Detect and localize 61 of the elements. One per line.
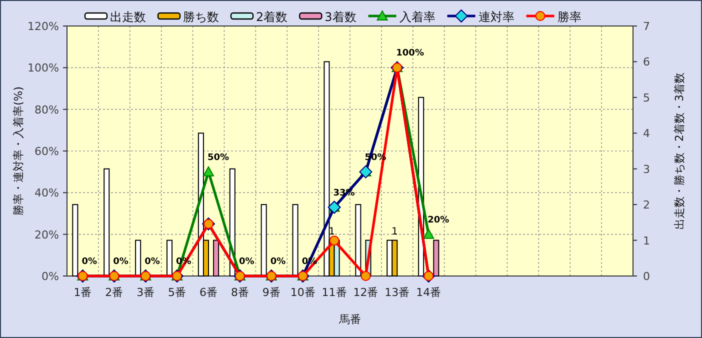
point [203,166,214,176]
data-label: 20% [428,215,450,226]
x-tick-label: 1番 [74,286,92,299]
data-label: 1 [391,226,398,238]
bar [292,204,298,276]
legend-label: 入着率 [399,10,436,24]
x-tick-label: 10番 [290,286,316,299]
bar [355,204,362,276]
bar [104,168,110,276]
y2-tick-label: 3 [643,162,650,176]
bar [433,240,440,276]
y-tick-label: 60% [34,145,59,158]
bar [260,204,267,276]
x-tick-label: 14番 [416,286,442,299]
x-tick-label: 5番 [168,286,186,299]
data-label: 1 [328,226,335,238]
y2-tick-label: 0 [643,270,650,283]
y2-axis-title: 出走数・勝ち数・2着数・3着数 [673,72,686,230]
bar [72,204,78,276]
x-tick-label: 3番 [136,286,155,299]
data-label: 0% [113,257,128,267]
legend-label: 連対率 [478,10,514,24]
x-tick-label: 11番 [322,286,347,299]
legend-label: 2着数 [256,10,288,24]
bar [135,240,142,276]
x-tick-label: 6番 [200,286,218,299]
y-tick-label: 0% [42,270,59,283]
point [423,228,434,239]
y-tick-label: 40% [34,186,59,200]
legend-label: 勝ち数 [183,10,219,24]
point [360,271,371,281]
x-tick-label: 13番 [384,286,410,299]
bar [166,240,173,276]
bar [213,240,220,276]
y2-tick-label: 4 [643,127,650,140]
x-tick-label: 2番 [105,286,124,299]
y-tick-label: 80% [34,103,59,116]
data-label: 100% [396,48,424,59]
y2-tick-label: 5 [643,91,650,104]
y-tick-label: 20% [34,228,59,242]
data-label: 50% [208,152,230,163]
x-tick-label: 9番 [262,286,280,299]
data-label: 0% [82,257,98,267]
y-tick-label: 120% [28,20,59,33]
data-label: 0% [144,257,160,267]
y2-tick-label: 1 [643,234,650,248]
data-label: 0% [238,257,254,267]
point [329,236,340,246]
y2-tick-label: 2 [643,198,650,212]
x-axis-title: 馬番 [338,313,361,326]
y-axis-title: 勝率・連対率・入着率(%) [12,86,25,216]
y2-tick-label: 6 [643,56,650,69]
legend-label: 3着数 [324,10,356,24]
y-tick-label: 100% [28,62,59,75]
legend-label: 勝率 [557,10,582,24]
bar [324,61,330,276]
legend-label: 出走数 [110,10,146,24]
x-tick-label: 8番 [230,286,249,299]
y2-tick-label: 7 [643,20,650,33]
data-label: 0% [270,257,286,267]
x-tick-label: 12番 [353,286,378,299]
